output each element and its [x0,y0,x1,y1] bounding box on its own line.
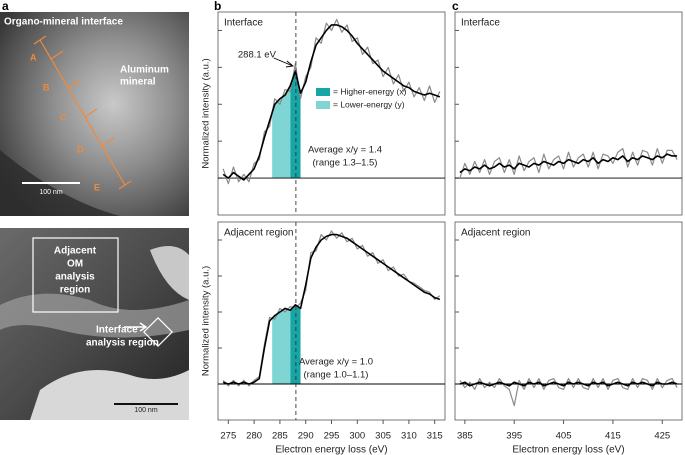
micrograph-shade [0,150,120,216]
point-label: E [94,182,100,192]
y-axis-label: Normalized intensity (a.u.) [201,266,212,376]
plot-label: Adjacent region [224,228,294,239]
note: (range 1.3–1.5) [313,158,378,169]
panel-label: b [214,0,221,13]
x-tick-label: 315 [427,431,443,442]
roi-arrow [124,322,148,332]
spectrum-line [459,381,678,387]
x-tick-label: 310 [401,431,417,442]
x-tick-label: 385 [457,431,473,442]
image-label: OM [67,259,83,270]
image-label: Interface [96,325,138,336]
x-tick-label: 300 [349,431,365,442]
plot-frame [217,221,446,421]
legend-label: = Lower-energy (y) [333,99,405,109]
image-label: analysis [55,272,95,283]
note: Average x/y = 1.4 [308,145,382,156]
plot-frame [454,11,683,216]
x-tick-label: 425 [654,431,670,442]
note: Average x/y = 1.0 [299,357,373,368]
x-tick-label: 295 [324,431,340,442]
x-tick-label: 305 [375,431,391,442]
micrograph-bright [150,246,189,300]
image-label: analysis region [86,338,159,349]
x-axis-label: Electron energy loss (eV) [275,445,387,455]
band [272,234,291,384]
plot-label: Interface [461,18,500,29]
image-label: Adjacent [54,246,97,257]
x-tick-label: 415 [605,431,621,442]
x-axis-label: Electron energy loss (eV) [512,445,624,455]
roi-box [32,237,119,313]
spectrum-line [222,233,441,385]
transect [39,39,126,186]
annotation-arrow [273,57,294,68]
legend-swatch [316,88,330,96]
scale-label: 100 nm [134,407,158,414]
plot-label: Adjacent region [461,228,531,239]
spectrum-line [459,378,678,407]
band [290,234,301,384]
roi-box [143,317,173,347]
panel-label: c [452,0,459,13]
legend-label: = Higher-energy (x) [333,86,407,96]
panel-label: a [2,0,9,13]
image-label: mineral [120,77,156,88]
image-label: region [60,285,91,296]
scale-label: 100 nm [39,189,63,196]
x-tick-label: 285 [272,431,288,442]
y-axis-label: Normalized intensity (a.u.) [201,58,212,168]
spectrum-line [459,147,678,179]
x-tick-label: 395 [506,431,522,442]
legend-swatch [316,101,330,109]
plot-label: Interface [224,18,263,29]
x-tick-label: 280 [246,431,262,442]
note: (range 1.0–1.1) [304,370,369,381]
point-label: C [60,112,67,122]
x-tick-label: 275 [220,431,236,442]
band [272,24,291,179]
spectrum-line [459,153,678,174]
image-label: Aluminum [120,65,169,76]
band [290,24,301,179]
x-tick-label: 290 [298,431,314,442]
transect-ticks [33,35,132,190]
spectrum-line [222,24,441,181]
point-label: D [77,144,84,154]
x-tick-label: 405 [556,431,572,442]
spectrum-line [222,18,441,185]
point-label: A [30,52,37,62]
point-label: B [43,82,50,92]
micrograph-bright [30,370,189,420]
image-title: Organo-mineral interface [4,17,123,28]
annotation: 288.1 eV [238,50,277,61]
plot-frame [454,221,683,421]
plot-frame [217,11,446,216]
